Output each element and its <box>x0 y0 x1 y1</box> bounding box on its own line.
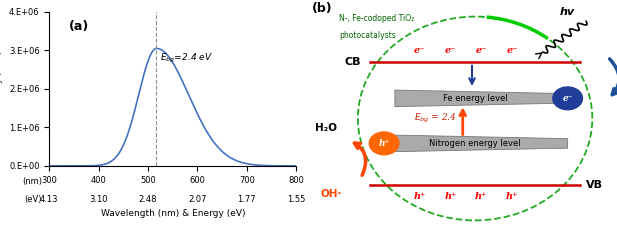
Text: $E_{bg}$=2.4 eV: $E_{bg}$=2.4 eV <box>160 52 213 65</box>
Circle shape <box>553 87 582 110</box>
Text: (eV): (eV) <box>25 195 42 204</box>
Text: (nm): (nm) <box>22 177 42 186</box>
Text: 1.55: 1.55 <box>287 195 305 204</box>
Text: h⁺: h⁺ <box>506 192 518 201</box>
Text: h⁺: h⁺ <box>413 192 426 201</box>
Polygon shape <box>395 90 568 107</box>
Text: photocatalysts: photocatalysts <box>339 31 396 40</box>
Text: 1.77: 1.77 <box>238 195 256 204</box>
Text: N-, Fe-codoped TiO₂: N-, Fe-codoped TiO₂ <box>339 14 415 23</box>
Circle shape <box>369 132 399 155</box>
Text: h⁺: h⁺ <box>475 192 487 201</box>
Text: H₂O: H₂O <box>315 123 337 133</box>
Text: 4.13: 4.13 <box>40 195 59 204</box>
Text: h⁺: h⁺ <box>378 139 390 148</box>
Y-axis label: PL intensity (a. u.): PL intensity (a. u.) <box>0 51 3 127</box>
Text: e⁻: e⁻ <box>562 94 573 103</box>
Text: Wavelength (nm) & Energy (eV): Wavelength (nm) & Energy (eV) <box>101 209 245 218</box>
Text: h⁺: h⁺ <box>444 192 457 201</box>
Polygon shape <box>395 135 568 152</box>
Text: e⁻: e⁻ <box>414 46 425 55</box>
Text: 2.07: 2.07 <box>188 195 207 204</box>
Text: hv: hv <box>560 7 575 17</box>
Text: e⁻: e⁻ <box>445 46 456 55</box>
Text: 3.10: 3.10 <box>89 195 108 204</box>
Text: e⁻: e⁻ <box>507 46 518 55</box>
Text: e⁻: e⁻ <box>476 46 487 55</box>
Text: VB: VB <box>586 180 603 190</box>
Text: Fe energy level: Fe energy level <box>443 94 507 103</box>
Text: 2.48: 2.48 <box>139 195 157 204</box>
Text: (b): (b) <box>312 2 332 15</box>
Text: OH·: OH· <box>321 189 342 199</box>
Text: $E_{bg}$ = 2.4: $E_{bg}$ = 2.4 <box>413 112 457 125</box>
Text: (a): (a) <box>69 20 89 32</box>
Text: CB: CB <box>344 57 361 67</box>
Text: Nitrogen energy level: Nitrogen energy level <box>429 139 521 148</box>
